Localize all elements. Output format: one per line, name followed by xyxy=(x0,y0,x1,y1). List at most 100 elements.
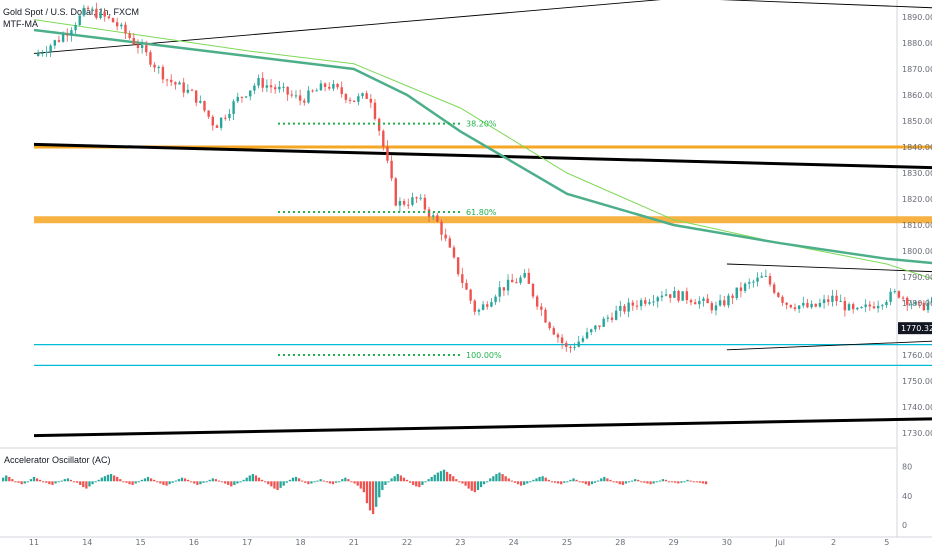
trend-line-3 xyxy=(719,0,932,9)
oscillator-bar xyxy=(106,474,110,482)
oscillator-bar xyxy=(445,471,449,482)
oscillator-bar xyxy=(424,481,427,483)
candle-body xyxy=(452,247,456,258)
oscillator-bar xyxy=(334,481,338,483)
candle-body xyxy=(41,52,44,54)
candle-body xyxy=(473,300,476,312)
candle-body xyxy=(215,125,219,128)
oscillator-bar xyxy=(689,480,692,482)
candle-body xyxy=(124,24,127,34)
oscillator-bar xyxy=(449,474,452,482)
oscillator-bar xyxy=(69,479,73,482)
time-tick-11: 28 xyxy=(615,538,625,547)
oscillator-bar xyxy=(174,480,177,482)
candle-body xyxy=(573,346,576,348)
candle-body xyxy=(294,95,298,97)
oscillator-bar xyxy=(186,479,190,482)
candle-body xyxy=(461,274,464,283)
candle-body xyxy=(136,44,140,49)
oscillator-bar xyxy=(128,481,131,485)
oscillator-bar xyxy=(307,481,310,485)
candle-body xyxy=(552,328,555,335)
oscillator-bar xyxy=(686,479,689,482)
trend-line-2 xyxy=(33,0,662,54)
oscillator-bar xyxy=(618,481,621,485)
oscillator-bar xyxy=(674,481,677,483)
candle-body xyxy=(348,99,352,101)
candle-body xyxy=(228,113,231,118)
candle-body xyxy=(619,305,622,311)
oscillator-bar xyxy=(82,481,85,488)
candle-body xyxy=(652,301,655,303)
oscillator-bar xyxy=(587,481,591,486)
oscillator-bar xyxy=(183,478,187,482)
price-tick-14: 1870.00 xyxy=(902,65,932,74)
oscillator-bar xyxy=(643,481,646,483)
time-tick-1: 14 xyxy=(82,538,92,547)
oscillator-bar xyxy=(421,481,424,485)
candle-body xyxy=(240,96,244,98)
candle-body xyxy=(806,302,809,308)
candle-body xyxy=(519,277,522,283)
candle-body xyxy=(872,306,876,309)
oscillator-bar xyxy=(328,481,332,484)
oscillator-bar xyxy=(116,476,119,482)
oscillator-bar xyxy=(193,481,196,484)
oscillator-bar xyxy=(627,481,631,483)
oscillator-bar xyxy=(217,480,221,482)
price-tick-7: 1800.00 xyxy=(902,247,932,256)
oscillator-bar xyxy=(304,481,307,483)
fib-label-0: 38.20% xyxy=(466,120,497,129)
candle-body xyxy=(689,300,693,303)
oscillator-bar xyxy=(396,474,399,482)
oscillator-bar xyxy=(368,481,372,511)
candle-body xyxy=(219,117,223,128)
candle-body xyxy=(423,197,427,210)
candles xyxy=(36,2,932,353)
oscillator-bar xyxy=(91,481,94,485)
oscillator-bar xyxy=(612,481,615,483)
oscillator-bar xyxy=(504,476,507,482)
candle-body xyxy=(249,90,252,97)
oscillator-bar xyxy=(125,481,128,483)
oscillator-bar xyxy=(38,479,42,482)
oscillator-bar xyxy=(140,479,144,482)
oscillator-bar xyxy=(8,476,11,482)
last-price-box xyxy=(898,322,932,335)
oscillator-bar xyxy=(482,481,486,485)
candle-body xyxy=(357,96,360,102)
oscillator-bar xyxy=(168,481,171,485)
oscillator-bar xyxy=(677,481,680,484)
oscillator-bar xyxy=(547,479,550,482)
oscillator-bar xyxy=(254,475,258,482)
candle-body xyxy=(926,302,930,311)
time-tick-15: 2 xyxy=(831,538,836,547)
oscillator-bar xyxy=(316,480,319,482)
candle-body xyxy=(236,96,239,102)
candle-body xyxy=(377,118,381,131)
oscillator-bar xyxy=(159,481,162,484)
oscillator-bar xyxy=(171,481,174,483)
candle-body xyxy=(369,98,373,103)
candle-body xyxy=(856,307,859,310)
oscillator-bar xyxy=(649,481,652,485)
candle-body xyxy=(581,338,585,342)
oscillator-bar xyxy=(584,481,587,485)
oscillator-bar xyxy=(270,481,273,487)
oscillator-bar xyxy=(495,474,498,482)
time-tick-6: 21 xyxy=(349,538,359,547)
oscillator-bar xyxy=(294,476,298,482)
last-price-label: 1770.32 xyxy=(901,324,932,333)
oscillator-tick-0: 0 xyxy=(902,521,907,530)
oscillator-bar xyxy=(430,476,433,482)
candle-body xyxy=(814,303,817,307)
candle-body xyxy=(190,89,194,91)
candle-body xyxy=(818,302,822,307)
candle-body xyxy=(486,304,489,307)
price-tick-16: 1890.00 xyxy=(902,13,932,22)
oscillator-bar xyxy=(353,481,356,484)
candle-body xyxy=(868,304,872,307)
time-axis: 11 14 15 16 17 18 21 22 23 24 25 28 29 30 Jul 2 5 xyxy=(29,538,889,547)
candle-body xyxy=(590,329,593,333)
